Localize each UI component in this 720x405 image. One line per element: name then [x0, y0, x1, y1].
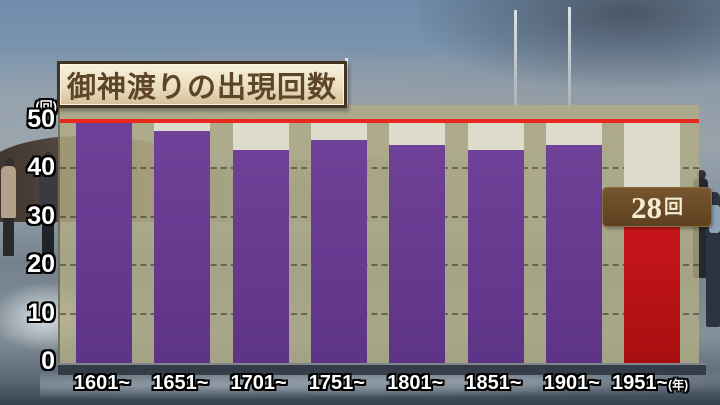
bar-1601 [76, 121, 132, 363]
x-label-1801: 1801~ [387, 372, 444, 394]
value-callout-badge: 28 回 [602, 187, 712, 227]
y-tick-50: 50 [27, 105, 55, 133]
x-label-1901: 1901~ [543, 372, 600, 394]
callout-value: 28 [630, 189, 662, 225]
gridline-30 [60, 215, 699, 218]
x-label-1701: 1701~ [230, 372, 287, 394]
person-head [697, 170, 706, 179]
gridline-20 [60, 264, 699, 267]
bar-1701 [232, 150, 289, 363]
person-dark-coat [39, 160, 57, 222]
y-tick-30: 30 [27, 201, 55, 230]
person-head [5, 158, 14, 167]
person-legs [42, 222, 54, 258]
gridline-40 [60, 167, 699, 170]
bar-gap-cap-1851 [467, 121, 524, 151]
y-tick-20: 20 [27, 250, 55, 279]
bar-gap-cap-1901 [545, 121, 602, 146]
reference-line-50 [60, 119, 699, 123]
y-tick-40: 40 [27, 153, 55, 182]
person-head [44, 152, 53, 161]
bar-1751 [310, 140, 367, 363]
bar-1851 [467, 150, 524, 363]
x-label-1651: 1651~ [152, 372, 209, 394]
flag-pole [514, 10, 517, 110]
bar-1801 [389, 145, 446, 363]
x-label-1951: 1951~(年) [612, 372, 689, 394]
y-axis-unit: (回) [35, 99, 57, 114]
x-label-1851: 1851~ [465, 372, 522, 394]
person-jacket [709, 205, 720, 233]
y-tick-10: 10 [27, 298, 55, 327]
bar-gap-cap-1701 [232, 121, 289, 151]
bar-gap-cap-1651 [154, 121, 211, 131]
bar-chart-plot-area [58, 105, 699, 363]
bar-1651 [154, 130, 211, 363]
y-tick-0: 0 [41, 347, 55, 375]
chart-title-box: 御神渡りの出現回数 [57, 61, 347, 108]
x-label-1751: 1751~ [308, 372, 365, 394]
person-beige-coat [1, 166, 16, 218]
bar-1901 [545, 145, 602, 363]
bar-gap-cap-1751 [310, 121, 367, 141]
chart-title: 御神渡りの出現回数 [66, 71, 337, 104]
bar-gap-cap-1801 [389, 121, 446, 146]
flag-pole [568, 7, 571, 111]
bar-1951 [624, 227, 681, 363]
x-axis-line [58, 363, 706, 375]
callout-unit: 回 [663, 196, 683, 218]
gridline-10 [60, 312, 699, 315]
person-legs [3, 218, 14, 256]
x-axis-unit: (年) [668, 378, 689, 392]
x-label-1601: 1601~ [73, 372, 131, 394]
